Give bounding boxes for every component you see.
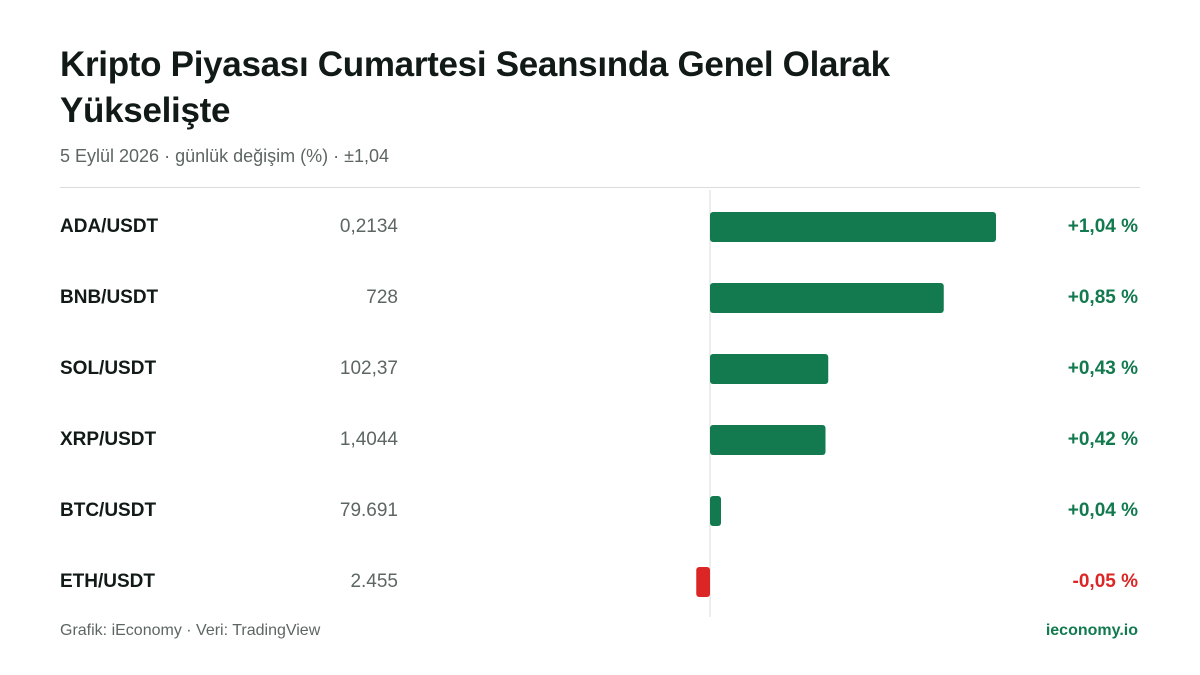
brand: ieconomy.io [1046,622,1138,639]
category-label: ADA/USDT [60,216,159,237]
price-label: 79.691 [340,500,398,521]
bar [710,425,826,455]
price-label: 0,2134 [340,216,399,237]
bar [710,212,996,242]
value-label: +0,85 % [1068,287,1138,308]
price-label: 728 [366,287,398,308]
category-label: BNB/USDT [60,287,159,308]
category-label: SOL/USDT [60,358,156,379]
value-label: -0,05 % [1073,571,1139,592]
value-label: +1,04 % [1068,216,1138,237]
bar [710,354,829,384]
category-label: BTC/USDT [60,500,156,521]
category-label: ETH/USDT [60,571,155,592]
bar [710,496,721,526]
price-label: 1,4044 [340,429,399,450]
bar [710,283,944,313]
source-note: Grafik: iEconomy · Veri: TradingView [60,622,321,639]
price-label: 2.455 [350,571,398,592]
value-label: +0,04 % [1068,500,1138,521]
bar [696,567,710,597]
chart-subtitle: 5 Eylül 2026 · günlük değişim (%) · ±1,0… [60,146,390,166]
price-label: 102,37 [340,358,398,379]
value-label: +0,43 % [1068,358,1138,379]
chart-title: Kripto Piyasası Cumartesi Seansında Gene… [60,45,890,130]
category-label: XRP/USDT [60,429,156,450]
value-label: +0,42 % [1068,429,1138,450]
